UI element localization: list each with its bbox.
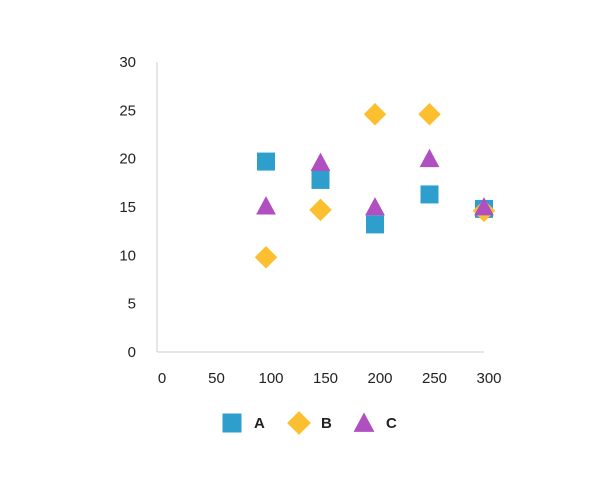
legend: A B C xyxy=(222,411,397,435)
point-c xyxy=(474,197,494,216)
y-tick-label: 30 xyxy=(119,54,136,71)
y-tick-label: 5 xyxy=(128,296,136,313)
point-c xyxy=(365,197,385,216)
y-tick-labels: 0 5 10 15 20 25 30 xyxy=(119,54,136,361)
point-a xyxy=(420,185,439,204)
point-a xyxy=(257,152,275,171)
point-b xyxy=(418,102,441,126)
point-c xyxy=(256,196,276,215)
legend-marker-c xyxy=(353,412,375,432)
y-tick-label: 0 xyxy=(128,344,136,361)
x-tick-label: 150 xyxy=(313,370,338,387)
legend-marker-a xyxy=(222,413,242,433)
point-c xyxy=(310,152,331,171)
x-tick-labels: 0 50 100 150 200 250 300 xyxy=(158,370,502,387)
point-b xyxy=(363,102,387,126)
axes xyxy=(156,62,484,353)
x-tick-label: 200 xyxy=(367,370,392,387)
point-a xyxy=(311,170,330,189)
legend-label-c: C xyxy=(386,415,397,432)
point-a xyxy=(366,215,384,234)
point-c xyxy=(419,148,440,168)
legend-marker-b xyxy=(287,411,311,435)
data-points xyxy=(254,102,496,269)
y-tick-label: 10 xyxy=(119,247,136,264)
x-tick-label: 0 xyxy=(158,370,166,387)
x-tick-label: 100 xyxy=(258,370,283,387)
y-tick-label: 20 xyxy=(119,151,136,168)
x-tick-label: 50 xyxy=(208,370,225,387)
legend-label-b: B xyxy=(321,415,332,432)
x-tick-label: 300 xyxy=(476,370,501,387)
y-tick-label: 15 xyxy=(119,199,136,216)
y-tick-label: 25 xyxy=(119,102,136,119)
x-tick-label: 250 xyxy=(422,370,447,387)
legend-label-a: A xyxy=(254,415,265,432)
point-b xyxy=(254,246,278,269)
point-b xyxy=(309,198,332,222)
